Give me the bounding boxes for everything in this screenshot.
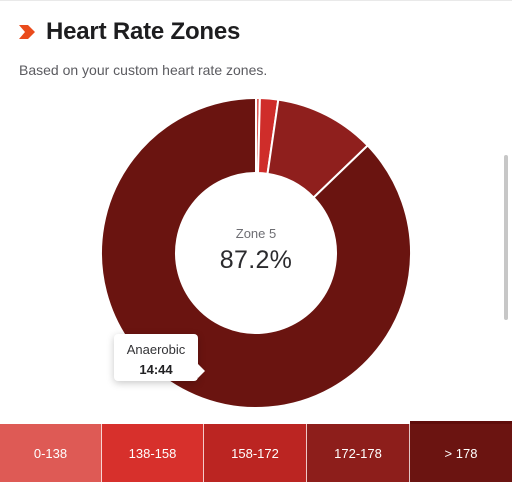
donut-svg (100, 96, 412, 409)
chevron-right-icon (19, 25, 35, 39)
selected-zone-percentage: 87.2% (219, 246, 293, 274)
section-header: Heart Rate Zones (18, 16, 240, 48)
zone-button-3[interactable]: 158-172 (204, 424, 307, 482)
heart-rate-donut-chart (98, 95, 414, 411)
zone-selector-bar: 0-138 138-158 158-172 172-178 > 178 (0, 424, 512, 482)
section-title: Heart Rate Zones (46, 18, 241, 45)
donut-slice-5[interactable] (100, 96, 412, 409)
section-subtitle: Based on your custom heart rate zones. (19, 62, 268, 78)
zone-button-4[interactable]: 172-178 (307, 424, 410, 482)
zone-button-5[interactable]: > 178 (410, 424, 512, 482)
zone-button-1[interactable]: 0-138 (0, 424, 102, 482)
top-divider (0, 0, 512, 1)
tooltip-zone-name: Anaerobic (126, 342, 186, 357)
zone-button-2[interactable]: 138-158 (102, 424, 204, 482)
selected-zone-label: Zone 5 (235, 226, 277, 241)
tooltip-duration: 14:44 (139, 362, 173, 377)
active-zone-indicator (410, 421, 512, 424)
vertical-scrollbar[interactable] (504, 155, 508, 320)
zone-tooltip: Anaerobic 14:44 (114, 334, 205, 381)
